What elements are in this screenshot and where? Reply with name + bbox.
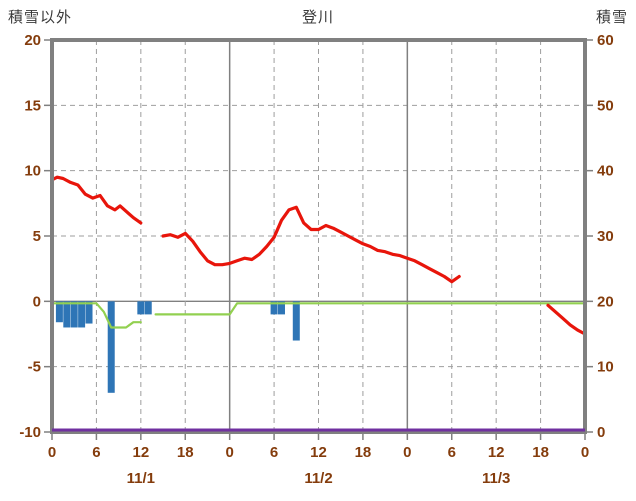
- temperature-line: [546, 303, 587, 336]
- temperature-line: [50, 175, 143, 225]
- left-tick-label: 20: [24, 32, 41, 49]
- left-tick-label: -5: [28, 359, 41, 376]
- hour-label: 0: [48, 444, 56, 461]
- temperature-line: [161, 205, 461, 284]
- hour-label: 18: [355, 444, 372, 461]
- hour-label: 6: [448, 444, 456, 461]
- right-tick-label: 30: [597, 228, 614, 245]
- right-tick-label: 10: [597, 359, 614, 376]
- hour-label: 6: [270, 444, 278, 461]
- green-line: [50, 302, 142, 329]
- hour-label: 12: [132, 444, 149, 461]
- green-line: [154, 302, 587, 316]
- precipitation-bars-bar: [85, 301, 93, 324]
- hour-label: 12: [488, 444, 505, 461]
- precipitation-bars-bar: [137, 301, 145, 315]
- right-tick-label: 50: [597, 97, 614, 114]
- left-tick-label: -10: [19, 424, 41, 441]
- hour-label: 18: [532, 444, 549, 461]
- date-label: 11/1: [127, 470, 155, 487]
- right-tick-label: 40: [597, 163, 614, 180]
- precipitation-bars-bar: [107, 301, 115, 393]
- left-tick-label: 10: [24, 163, 41, 180]
- left-tick-label: 5: [33, 228, 41, 245]
- right-tick-label: 60: [597, 32, 614, 49]
- precipitation-bars-bar: [70, 301, 78, 328]
- left-tick-label: 0: [33, 293, 41, 310]
- hour-label: 6: [92, 444, 100, 461]
- left-axis-title: 積雪以外: [8, 9, 73, 26]
- right-tick-label: 0: [597, 424, 605, 441]
- precipitation-bars-bar: [270, 301, 278, 315]
- precipitation-bars-bar: [78, 301, 86, 328]
- chart-title: 登川: [301, 9, 334, 26]
- hour-label: 12: [310, 444, 327, 461]
- precipitation-bars-bar: [292, 301, 300, 341]
- date-label: 11/2: [304, 470, 332, 487]
- precipitation-bars-bar: [144, 301, 152, 315]
- plot-border: [50, 38, 587, 434]
- left-tick-label: 15: [24, 97, 41, 114]
- precipitation-bars-bar: [63, 301, 71, 328]
- precipitation-bars-bar: [277, 301, 285, 315]
- hour-label: 18: [177, 444, 194, 461]
- date-label: 11/3: [482, 470, 510, 487]
- hour-label: 0: [225, 444, 233, 461]
- hour-label: 0: [581, 444, 589, 461]
- right-tick-label: 20: [597, 293, 614, 310]
- right-axis-title: 積雪: [595, 9, 628, 26]
- precipitation-bars-bar: [55, 301, 63, 323]
- hour-label: 0: [403, 444, 411, 461]
